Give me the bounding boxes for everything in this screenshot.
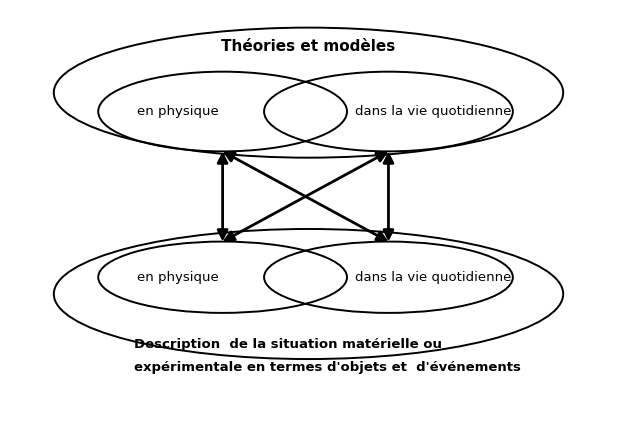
Text: Description  de la situation matérielle ou: Description de la situation matérielle o… <box>134 338 442 351</box>
Text: en physique: en physique <box>138 271 219 284</box>
Text: dans la vie quotidienne: dans la vie quotidienne <box>355 105 511 118</box>
Text: expérimentale en termes d'objets et  d'événements: expérimentale en termes d'objets et d'év… <box>134 361 521 374</box>
Text: en physique: en physique <box>138 105 219 118</box>
Text: Théories et modèles: Théories et modèles <box>222 39 395 54</box>
Text: dans la vie quotidienne: dans la vie quotidienne <box>355 271 511 284</box>
